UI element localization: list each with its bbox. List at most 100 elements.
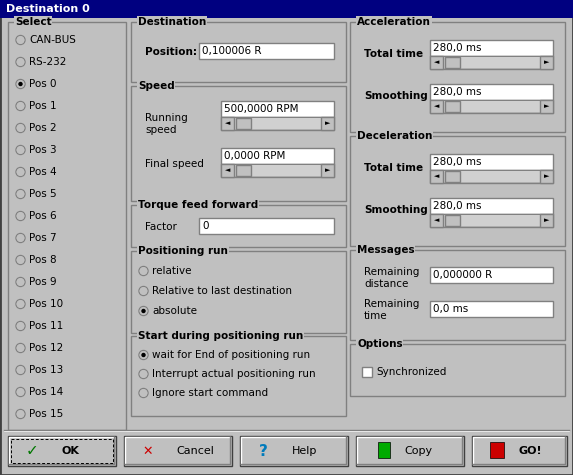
Circle shape — [17, 388, 25, 396]
Text: ►: ► — [544, 59, 549, 66]
Text: Destination 0: Destination 0 — [6, 4, 90, 14]
Bar — [430, 154, 553, 170]
Bar — [131, 205, 346, 247]
Circle shape — [139, 389, 147, 397]
Bar — [362, 367, 372, 377]
Text: absolute: absolute — [152, 306, 197, 316]
Text: ◄: ◄ — [434, 173, 439, 180]
Text: Pos 12: Pos 12 — [29, 343, 63, 353]
Circle shape — [17, 322, 25, 330]
Bar — [8, 436, 116, 466]
Text: Deceleration: Deceleration — [357, 131, 433, 141]
Bar — [321, 117, 334, 130]
Text: Pos 9: Pos 9 — [29, 277, 57, 287]
Circle shape — [17, 344, 25, 352]
Text: ◄: ◄ — [434, 104, 439, 110]
Circle shape — [17, 36, 25, 44]
Circle shape — [142, 353, 146, 357]
Bar — [222, 118, 333, 129]
Text: Pos 8: Pos 8 — [29, 255, 57, 265]
Text: Pos 15: Pos 15 — [29, 409, 63, 419]
Text: Pos 3: Pos 3 — [29, 145, 57, 155]
Bar — [430, 100, 553, 113]
Text: Pos 5: Pos 5 — [29, 189, 57, 199]
Bar — [221, 164, 334, 177]
Text: Pos 4: Pos 4 — [29, 167, 57, 177]
Text: Positioning run: Positioning run — [138, 246, 228, 256]
Text: Pos 6: Pos 6 — [29, 211, 57, 221]
Bar — [236, 165, 251, 176]
Bar — [430, 56, 443, 69]
Bar — [221, 117, 234, 130]
Text: Pos 0: Pos 0 — [29, 79, 57, 89]
Bar — [445, 215, 460, 226]
Text: Pos 2: Pos 2 — [29, 123, 57, 133]
Bar — [430, 170, 553, 183]
Bar — [199, 43, 334, 59]
Circle shape — [17, 300, 25, 308]
Text: ►: ► — [325, 121, 330, 126]
Text: Remaining
time: Remaining time — [364, 299, 419, 321]
Text: Pos 7: Pos 7 — [29, 233, 57, 243]
Text: ►: ► — [544, 173, 549, 180]
Text: ?: ? — [258, 444, 268, 458]
Bar — [445, 101, 460, 112]
Text: Position:: Position: — [145, 47, 197, 57]
Text: 280,0 ms: 280,0 ms — [433, 43, 481, 53]
Bar — [430, 56, 553, 69]
Bar — [430, 198, 553, 214]
Text: ►: ► — [544, 104, 549, 110]
Bar — [430, 170, 443, 183]
Bar — [540, 100, 553, 113]
Bar — [236, 118, 251, 129]
Text: Start during positioning run: Start during positioning run — [138, 331, 303, 341]
Circle shape — [139, 307, 147, 315]
Text: Running
speed: Running speed — [145, 113, 188, 135]
Text: 0,000000 R: 0,000000 R — [433, 270, 492, 280]
Circle shape — [17, 278, 25, 286]
Bar — [431, 171, 552, 182]
Bar — [430, 40, 553, 56]
Text: 500,0000 RPM: 500,0000 RPM — [224, 104, 299, 114]
Text: ◄: ◄ — [434, 218, 439, 224]
Bar — [350, 22, 565, 132]
Text: ✓: ✓ — [26, 444, 38, 458]
Bar — [131, 336, 346, 416]
Text: 0,0000 RPM: 0,0000 RPM — [224, 151, 285, 161]
Text: Messages: Messages — [357, 245, 415, 255]
Text: Torque feed forward: Torque feed forward — [138, 200, 258, 210]
Bar — [8, 22, 126, 430]
Bar — [430, 301, 553, 317]
Circle shape — [139, 287, 147, 295]
Text: 0,0 ms: 0,0 ms — [433, 304, 468, 314]
Text: Acceleration: Acceleration — [357, 17, 431, 27]
Text: Ignore start command: Ignore start command — [152, 388, 268, 398]
Text: OK: OK — [61, 446, 79, 456]
Bar — [430, 267, 553, 283]
Circle shape — [17, 80, 25, 88]
Text: Relative to last destination: Relative to last destination — [152, 286, 292, 296]
Bar — [430, 214, 443, 227]
Text: ✕: ✕ — [143, 445, 153, 457]
Text: Speed: Speed — [138, 81, 175, 91]
Text: Copy: Copy — [404, 446, 432, 456]
Text: Synchronized: Synchronized — [376, 367, 446, 377]
Text: Pos 14: Pos 14 — [29, 387, 63, 397]
Circle shape — [142, 309, 146, 313]
Text: 0: 0 — [202, 221, 209, 231]
Bar — [350, 136, 565, 246]
Text: CAN-BUS: CAN-BUS — [29, 35, 76, 45]
Text: Total time: Total time — [364, 49, 423, 59]
Text: Pos 13: Pos 13 — [29, 365, 63, 375]
Bar — [131, 251, 346, 333]
Text: 280,0 ms: 280,0 ms — [433, 87, 481, 97]
Bar — [131, 22, 346, 82]
Bar — [540, 214, 553, 227]
Bar — [431, 101, 552, 112]
Text: Pos 11: Pos 11 — [29, 321, 63, 331]
Circle shape — [139, 351, 147, 359]
Text: Select: Select — [15, 17, 52, 27]
Bar — [240, 436, 348, 466]
Text: Total time: Total time — [364, 163, 423, 173]
Bar — [221, 101, 334, 117]
